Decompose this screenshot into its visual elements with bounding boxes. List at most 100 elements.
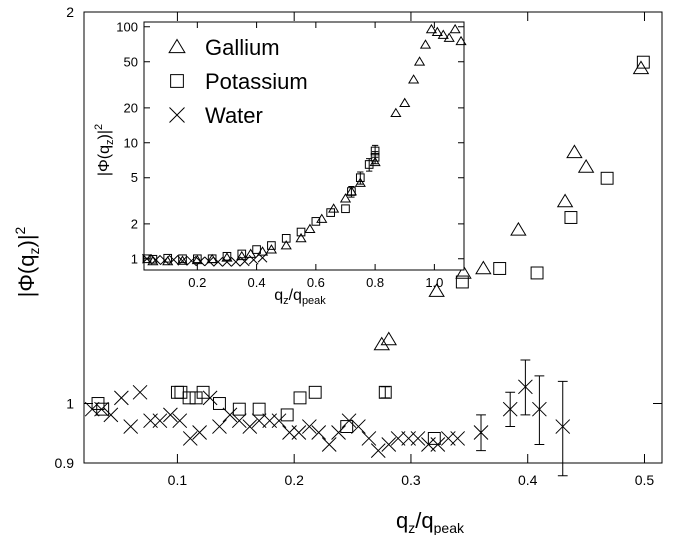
inset-y-tick-label: 2 <box>131 216 138 231</box>
main-error-bar <box>534 375 545 445</box>
main-point-water <box>390 431 406 446</box>
main-point-water <box>132 384 148 400</box>
inset-series-water <box>142 252 268 267</box>
inset-axes-box <box>143 21 465 271</box>
inset-point-potassium <box>326 208 335 217</box>
inset-point-water <box>186 255 197 266</box>
inset-point-gallium <box>455 35 467 46</box>
main-series-potassium <box>91 55 650 445</box>
main-error-bar <box>380 386 391 399</box>
main-point-water <box>271 413 287 429</box>
main-point-gallium <box>577 159 595 173</box>
main-y-axis-label: |Φ(qz)|2 <box>12 226 42 297</box>
main-point-water <box>321 437 337 452</box>
inset-point-potassium <box>355 173 365 183</box>
legend-marker-potassium <box>170 74 184 88</box>
inset-x-tick-label: 0.6 <box>307 275 325 290</box>
inset-y-tick-label: 20 <box>124 100 138 115</box>
inset-y-tick-label: 10 <box>124 135 138 150</box>
main-point-water <box>311 425 327 440</box>
inset-x-tick-label: 0.4 <box>248 275 266 290</box>
inset-point-water <box>204 256 215 267</box>
main-point-potassium <box>530 266 544 280</box>
main-point-potassium <box>493 262 507 275</box>
inset-point-gallium <box>413 56 426 66</box>
main-point-potassium <box>293 391 307 405</box>
main-point-water <box>231 413 247 429</box>
main-point-gallium <box>455 264 472 279</box>
inset-y-tick-label: 50 <box>124 54 138 69</box>
main-point-water <box>222 407 238 423</box>
main-plot-series <box>84 55 650 477</box>
main-point-water <box>123 419 139 434</box>
main-point-water <box>430 437 446 452</box>
main-y-tick-label: 0.9 <box>55 455 75 471</box>
main-point-water <box>114 390 129 406</box>
inset-point-gallium <box>328 203 340 213</box>
inset-y-tick-label: 100 <box>116 19 138 34</box>
inset-x-axis-label: qz/qpeak <box>274 287 326 307</box>
inset-point-gallium <box>295 232 307 243</box>
inset-point-gallium <box>280 240 292 250</box>
main-point-water <box>532 401 547 417</box>
inset-point-water <box>213 257 223 267</box>
main-point-gallium <box>632 60 650 75</box>
main-point-water <box>251 413 267 429</box>
inset-point-gallium <box>425 23 438 34</box>
main-point-water <box>341 413 357 429</box>
inset-point-water <box>239 256 250 267</box>
main-point-water <box>152 413 168 429</box>
main-point-gallium <box>510 221 527 236</box>
inset-point-potassium <box>252 245 261 254</box>
main-series-gallium <box>373 60 650 351</box>
inset-background <box>144 22 464 270</box>
main-point-water <box>94 401 109 417</box>
inset-point-gallium <box>408 74 420 84</box>
main-point-water <box>370 443 386 458</box>
inset-x-axis: 0.2 0.4 0.6 0.8 1.0 <box>188 22 443 290</box>
main-error-bar <box>557 380 568 477</box>
inset-point-gallium <box>304 223 316 234</box>
main-point-potassium <box>232 402 246 416</box>
main-point-gallium <box>373 336 390 351</box>
main-series-water <box>84 359 571 477</box>
main-x-tick-label: 0.4 <box>518 472 538 488</box>
legend: Gallium Potassium Water <box>168 35 308 128</box>
main-point-water <box>361 431 377 446</box>
main-point-gallium <box>475 260 492 275</box>
legend-label-water: Water <box>205 103 263 128</box>
main-point-potassium <box>96 402 110 416</box>
main-point-potassium <box>182 391 196 405</box>
main-point-potassium <box>308 385 322 399</box>
main-point-potassium <box>196 385 210 399</box>
inset-point-water <box>177 255 188 266</box>
inset-point-water <box>142 253 152 264</box>
main-y-tick-label: 2 <box>66 4 74 20</box>
main-point-potassium <box>600 171 614 185</box>
inset-point-gallium <box>236 250 248 261</box>
inset-point-gallium <box>437 29 449 39</box>
inset-point-gallium <box>390 107 402 118</box>
inset-point-potassium <box>281 234 291 243</box>
main-x-tick-label: 0.2 <box>284 472 304 488</box>
main-point-potassium <box>564 211 578 224</box>
inset-point-potassium <box>178 254 187 264</box>
inset-point-water <box>257 252 268 263</box>
inset-y-tick-label: 1 <box>131 251 138 266</box>
main-point-water <box>163 407 178 423</box>
inset-point-gallium <box>431 26 443 36</box>
inset-point-potassium <box>370 146 380 156</box>
main-point-gallium <box>556 193 574 208</box>
main-y-axis: 0.9 1 2 <box>55 4 662 471</box>
main-point-water <box>212 419 227 434</box>
inset-x-tick-label: 1.0 <box>425 275 443 290</box>
inset-point-potassium <box>364 160 374 169</box>
main-x-tick-label: 0.3 <box>401 472 421 488</box>
inset-point-potassium <box>207 254 217 264</box>
main-point-potassium <box>636 55 650 69</box>
main-point-potassium <box>252 402 266 416</box>
main-point-potassium <box>170 385 184 399</box>
main-x-axis-label: qz/qpeak <box>396 508 465 535</box>
inset-y-tick-label: 5 <box>131 170 138 185</box>
main-plot-frame <box>83 11 663 464</box>
